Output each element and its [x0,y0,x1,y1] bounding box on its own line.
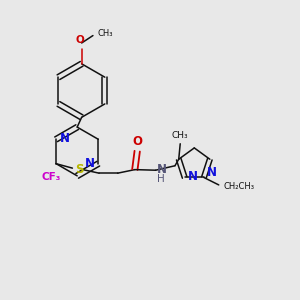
Text: S: S [75,163,83,176]
Text: N: N [207,166,217,179]
Text: CF₃: CF₃ [41,172,61,182]
Text: O: O [133,135,142,148]
Text: N: N [85,157,95,170]
Text: CH₃: CH₃ [98,29,113,38]
Text: H: H [157,173,165,184]
Text: CH₃: CH₃ [172,131,188,140]
Text: CH₂CH₃: CH₂CH₃ [223,182,254,191]
Text: N: N [157,163,167,176]
Text: O: O [76,35,85,45]
Text: N: N [188,170,198,183]
Text: N: N [60,132,70,145]
